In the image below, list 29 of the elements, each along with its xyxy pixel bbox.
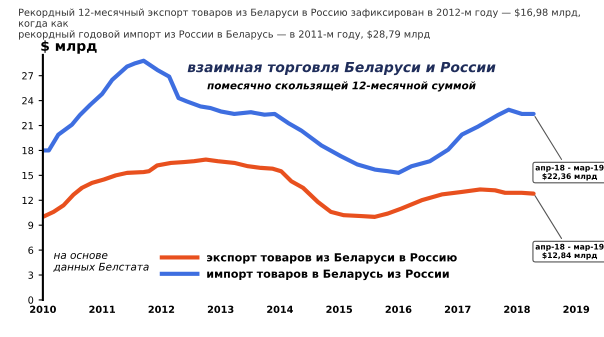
y-tick-label: 6 (28, 246, 34, 254)
y-axis-title: $ млрд (41, 40, 97, 54)
legend-label: импорт товаров в Беларусь из России (207, 270, 449, 280)
x-tick-label: 2015 (326, 306, 352, 314)
x-tick-label: 2017 (444, 306, 470, 314)
x-tick-label: 2013 (208, 306, 234, 314)
y-tick-label: 24 (22, 97, 34, 104)
line-series (42, 157, 536, 219)
y-tick-label: 9 (28, 222, 34, 230)
y-tick-label: 15 (22, 172, 34, 180)
x-tick-label: 2010 (30, 306, 56, 314)
legend-label: экспорт товаров из Беларуси в Россию (207, 253, 457, 264)
annotation: на основе данных Белстата (53, 253, 149, 272)
x-tick-label: 2018 (504, 306, 530, 314)
x-tick-label: 2019 (563, 306, 590, 314)
x-tick-label: 2014 (267, 306, 294, 314)
chart-title: взаимная торговля Беларуси и России (188, 62, 496, 76)
y-tick-label: 18 (22, 146, 34, 154)
y-tick-label: 12 (22, 196, 33, 204)
line-series (42, 58, 536, 175)
y-tick-label: 27 (22, 72, 34, 80)
text: помесячно скользящей 12-месячной суммой (207, 81, 476, 92)
y-tick-label: 21 (22, 122, 33, 130)
text: Рекордный 12-месячный экспорт товаров из Беларуси в Россию зафиксирован в 2012-м году — $16,98 млрд, когда как рекордный годовой импорт из России в Беларусь — в 2011-м году, $28,79 млрд (19, 8, 580, 40)
x-tick-label: 2011 (89, 306, 116, 314)
y-tick-label: 3 (28, 271, 34, 279)
x-tick-label: 2012 (148, 306, 174, 314)
x-tick-label: 2016 (386, 306, 412, 314)
y-tick-label: 0 (28, 296, 34, 304)
